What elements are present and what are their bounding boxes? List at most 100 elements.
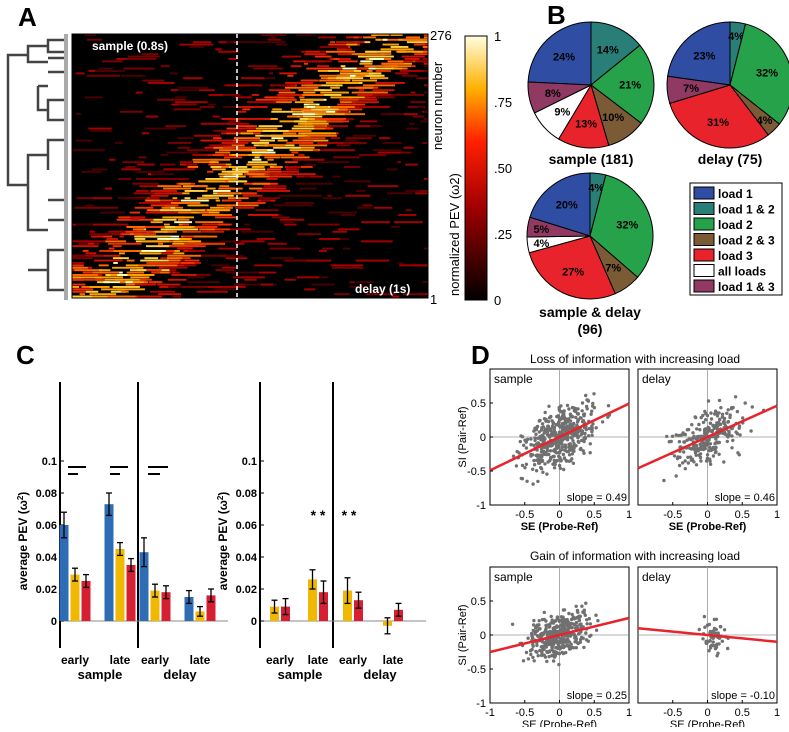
- heatmap-cell: [261, 154, 295, 156]
- heatmap-cell: [170, 259, 200, 262]
- legend-entry: load 3: [718, 249, 753, 263]
- heatmap-cell: [325, 127, 334, 130]
- heatmap-cell: [276, 43, 288, 46]
- x-tick-label: 0: [556, 707, 562, 719]
- heatmap-cell: [273, 101, 292, 104]
- heatmap-cell: [277, 94, 302, 96]
- heatmap-cell: [372, 149, 402, 152]
- scatter-point: [690, 423, 694, 427]
- legend-entry: load 1: [718, 187, 753, 201]
- x-tick-label: early: [141, 653, 169, 667]
- heatmap-cell: [220, 240, 242, 243]
- scatter-point: [525, 479, 529, 483]
- heatmap-cell: [139, 278, 152, 281]
- heatmap-cell: [72, 149, 106, 152]
- scatter-point: [662, 478, 666, 483]
- heatmap-cell: [285, 166, 301, 168]
- scatter-point: [581, 419, 586, 423]
- scatter-point: [707, 639, 711, 643]
- scatter-point: [535, 625, 539, 629]
- heatmap-cell: [297, 276, 320, 279]
- heatmap-cell: [183, 77, 203, 80]
- scatter-point: [543, 429, 547, 433]
- scatter-point: [552, 449, 557, 453]
- heatmap-cell: [150, 290, 164, 293]
- scatter-point: [546, 424, 551, 428]
- heatmap-cell: [318, 238, 343, 240]
- scatter-epoch-label: sample: [494, 570, 533, 584]
- heatmap-cell: [285, 82, 314, 84]
- heatmap-cell: [121, 290, 129, 293]
- heatmap-cell: [147, 209, 169, 212]
- scatter-point: [567, 611, 571, 616]
- heatmap-cell: [274, 204, 291, 207]
- heatmap-cell: [326, 120, 349, 123]
- heatmap-cell: [213, 137, 222, 140]
- scatter-point: [542, 630, 547, 634]
- x-tick-label: late: [110, 653, 131, 667]
- scatter-point: [545, 433, 550, 437]
- scatter-point: [707, 438, 711, 442]
- heatmap-cell: [342, 247, 351, 250]
- scatter-point: [514, 464, 519, 468]
- scatter-point: [711, 640, 715, 644]
- scatter-point: [540, 426, 544, 430]
- heatmap-cell: [230, 166, 239, 168]
- bar: [354, 600, 363, 621]
- scatter-point: [689, 458, 693, 462]
- heatmap-cell: [210, 94, 241, 96]
- heatmap-cell: [415, 60, 428, 63]
- heatmap-cell: [126, 271, 135, 274]
- heatmap-cell: [334, 110, 339, 113]
- scatter-point: [686, 461, 690, 465]
- heatmap-cell: [416, 190, 428, 192]
- heatmap-cell: [182, 230, 202, 233]
- heatmap-cell: [328, 43, 360, 46]
- scatter-point: [592, 392, 596, 396]
- scatter-point: [708, 446, 712, 450]
- heatmap-cell: [344, 180, 368, 183]
- heatmap-cell: [380, 48, 414, 51]
- heatmap-cell: [381, 53, 392, 56]
- heatmap-cell: [215, 216, 237, 219]
- scatter-point: [721, 431, 725, 435]
- x-tick-label: 0.5: [735, 509, 750, 521]
- scatter-point: [565, 643, 569, 647]
- scatter-point: [574, 646, 578, 650]
- heatmap-cell: [146, 264, 178, 267]
- scatter-point: [519, 476, 523, 481]
- heatmap-cell: [227, 204, 259, 207]
- heatmap-cell: [307, 182, 333, 185]
- scatter-point: [554, 422, 558, 427]
- y-tick-label: 0: [51, 616, 57, 628]
- scatter-point: [553, 433, 557, 438]
- scatter-point: [545, 446, 549, 451]
- heatmap-cell: [284, 161, 298, 164]
- heatmap-cell: [337, 53, 352, 56]
- x-tick-label: 1: [626, 509, 632, 521]
- heatmap-cell: [361, 221, 391, 224]
- scatter-point: [570, 612, 574, 617]
- heatmap-cell: [200, 122, 232, 125]
- heatmap-cell: [387, 168, 398, 171]
- scatter-point: [694, 443, 698, 448]
- scatter-point: [547, 416, 552, 420]
- x-tick-label: late: [308, 653, 329, 667]
- y-tick-label: 0.5: [471, 398, 486, 410]
- scatter-point: [698, 428, 702, 432]
- heatmap-cell: [403, 146, 414, 149]
- scatter-point: [561, 645, 566, 650]
- heatmap-cell: [424, 247, 428, 250]
- heatmap-cell: [141, 252, 159, 255]
- heatmap-cell: [157, 283, 181, 286]
- heatmap-cell: [406, 127, 419, 130]
- heatmap-cell: [317, 113, 345, 116]
- scatter-point: [600, 420, 605, 424]
- scatter-point: [553, 653, 558, 658]
- heatmap-cell: [402, 38, 428, 41]
- heatmap-cell: [103, 281, 133, 284]
- heatmap-cell: [145, 199, 160, 202]
- heatmap-cell: [89, 230, 96, 233]
- pie-slice-label: 24%: [553, 52, 575, 64]
- y-tick-label: 0.08: [36, 488, 57, 500]
